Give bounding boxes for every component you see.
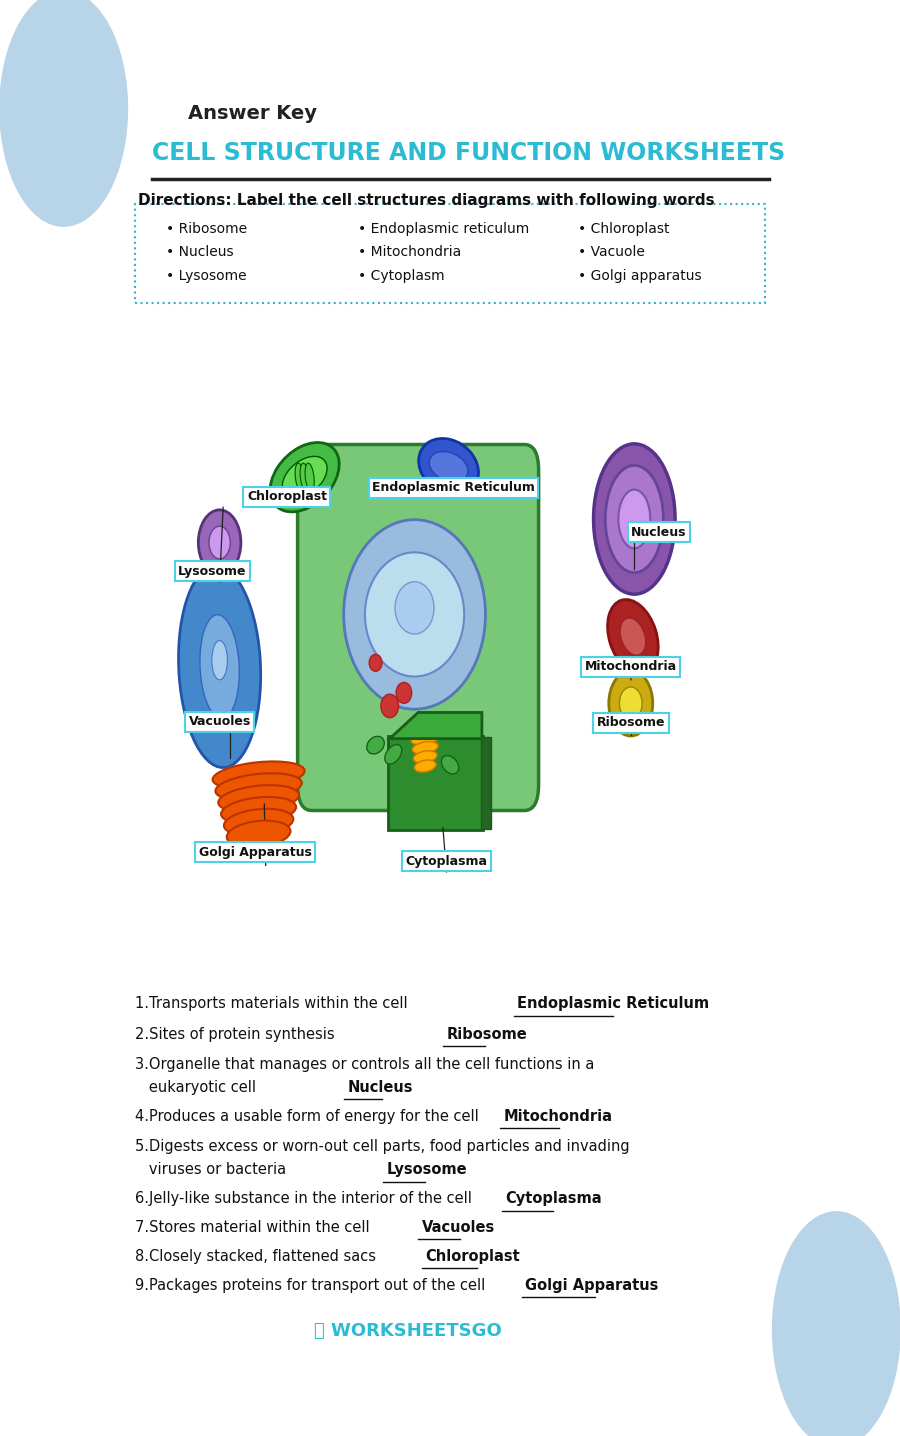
Ellipse shape — [367, 737, 384, 754]
Circle shape — [0, 0, 128, 227]
Ellipse shape — [620, 617, 645, 655]
Polygon shape — [390, 712, 482, 738]
Ellipse shape — [178, 566, 261, 768]
Ellipse shape — [414, 760, 436, 773]
Ellipse shape — [212, 640, 228, 679]
Ellipse shape — [395, 582, 434, 635]
Text: Answer Key: Answer Key — [188, 105, 317, 123]
Ellipse shape — [212, 761, 304, 788]
Text: 1.Transports materials within the cell: 1.Transports materials within the cell — [134, 997, 407, 1011]
Circle shape — [772, 1212, 900, 1436]
Ellipse shape — [619, 686, 642, 719]
Text: • Ribosome: • Ribosome — [166, 221, 248, 236]
Text: Cytoplasma: Cytoplasma — [505, 1192, 602, 1206]
Ellipse shape — [224, 808, 293, 836]
Text: 6.Jelly-like substance in the interior of the cell: 6.Jelly-like substance in the interior o… — [134, 1192, 472, 1206]
Ellipse shape — [209, 526, 230, 559]
Ellipse shape — [218, 785, 299, 813]
Text: 9.Packages proteins for transport out of the cell: 9.Packages proteins for transport out of… — [134, 1278, 485, 1292]
Ellipse shape — [344, 520, 485, 709]
Text: 4.Produces a usable form of energy for the cell: 4.Produces a usable form of energy for t… — [134, 1109, 478, 1124]
Ellipse shape — [198, 510, 241, 576]
Ellipse shape — [200, 615, 239, 719]
Text: • Nucleus: • Nucleus — [166, 246, 234, 260]
Ellipse shape — [418, 438, 479, 495]
Text: Nucleus: Nucleus — [347, 1080, 413, 1096]
Text: • Chloroplast: • Chloroplast — [578, 221, 669, 236]
Ellipse shape — [369, 655, 382, 671]
Text: Chloroplast: Chloroplast — [425, 1249, 520, 1264]
Text: Endoplasmic Reticulum: Endoplasmic Reticulum — [372, 481, 535, 494]
Text: Vacuoles: Vacuoles — [421, 1221, 495, 1235]
Ellipse shape — [605, 465, 663, 573]
Ellipse shape — [295, 464, 304, 491]
Ellipse shape — [270, 442, 339, 511]
Text: Endoplasmic Reticulum: Endoplasmic Reticulum — [518, 997, 709, 1011]
FancyBboxPatch shape — [134, 204, 766, 303]
Ellipse shape — [221, 797, 296, 824]
Text: Lysosome: Lysosome — [386, 1163, 467, 1178]
Text: Cytoplasma: Cytoplasma — [406, 854, 488, 867]
Text: 5.Digests excess or worn-out cell parts, food particles and invading: 5.Digests excess or worn-out cell parts,… — [134, 1139, 629, 1155]
Ellipse shape — [385, 744, 401, 764]
Text: 8.Closely stacked, flattened sacs: 8.Closely stacked, flattened sacs — [134, 1249, 375, 1264]
Ellipse shape — [227, 820, 291, 847]
Text: Mitochondria: Mitochondria — [503, 1109, 612, 1124]
Ellipse shape — [411, 732, 439, 745]
Ellipse shape — [594, 444, 675, 595]
Text: ⓞ WORKSHEETSGO: ⓞ WORKSHEETSGO — [313, 1321, 501, 1340]
Text: CELL STRUCTURE AND FUNCTION WORKSHEETS: CELL STRUCTURE AND FUNCTION WORKSHEETS — [152, 141, 786, 165]
Text: Mitochondria: Mitochondria — [585, 661, 677, 673]
Text: • Lysosome: • Lysosome — [166, 269, 248, 283]
Ellipse shape — [305, 464, 314, 491]
Ellipse shape — [300, 464, 310, 491]
Ellipse shape — [381, 694, 399, 718]
Text: 2.Sites of protein synthesis: 2.Sites of protein synthesis — [134, 1027, 334, 1041]
Ellipse shape — [412, 741, 438, 754]
Text: Golgi Apparatus: Golgi Apparatus — [199, 846, 311, 859]
Text: eukaryotic cell: eukaryotic cell — [134, 1080, 256, 1096]
Ellipse shape — [413, 751, 437, 763]
Text: • Vacuole: • Vacuole — [578, 246, 644, 260]
Text: Ribosome: Ribosome — [597, 717, 665, 729]
Text: 3.Organelle that manages or controls all the cell functions in a: 3.Organelle that manages or controls all… — [134, 1057, 594, 1071]
Text: • Mitochondria: • Mitochondria — [358, 246, 461, 260]
Ellipse shape — [364, 553, 464, 676]
Text: Ribosome: Ribosome — [446, 1027, 527, 1041]
Ellipse shape — [608, 671, 652, 737]
Ellipse shape — [441, 755, 459, 774]
FancyBboxPatch shape — [298, 445, 538, 810]
Text: Golgi Apparatus: Golgi Apparatus — [525, 1278, 659, 1292]
Text: • Endoplasmic reticulum: • Endoplasmic reticulum — [358, 221, 529, 236]
Text: • Cytoplasm: • Cytoplasm — [358, 269, 445, 283]
FancyBboxPatch shape — [388, 737, 483, 830]
Text: Nucleus: Nucleus — [632, 526, 687, 538]
Ellipse shape — [608, 600, 658, 673]
Ellipse shape — [618, 490, 651, 549]
FancyBboxPatch shape — [482, 737, 491, 829]
Text: Chloroplast: Chloroplast — [247, 490, 327, 503]
Text: Vacuoles: Vacuoles — [188, 715, 251, 728]
Ellipse shape — [429, 452, 468, 482]
Text: 7.Stores material within the cell: 7.Stores material within the cell — [134, 1221, 369, 1235]
Ellipse shape — [283, 457, 327, 498]
Text: • Golgi apparatus: • Golgi apparatus — [578, 269, 701, 283]
Ellipse shape — [396, 682, 411, 704]
Ellipse shape — [215, 773, 302, 801]
Text: viruses or bacteria: viruses or bacteria — [134, 1163, 285, 1178]
Text: Lysosome: Lysosome — [178, 564, 247, 577]
Text: Directions: Label the cell structures diagrams with following words: Directions: Label the cell structures di… — [138, 192, 715, 208]
